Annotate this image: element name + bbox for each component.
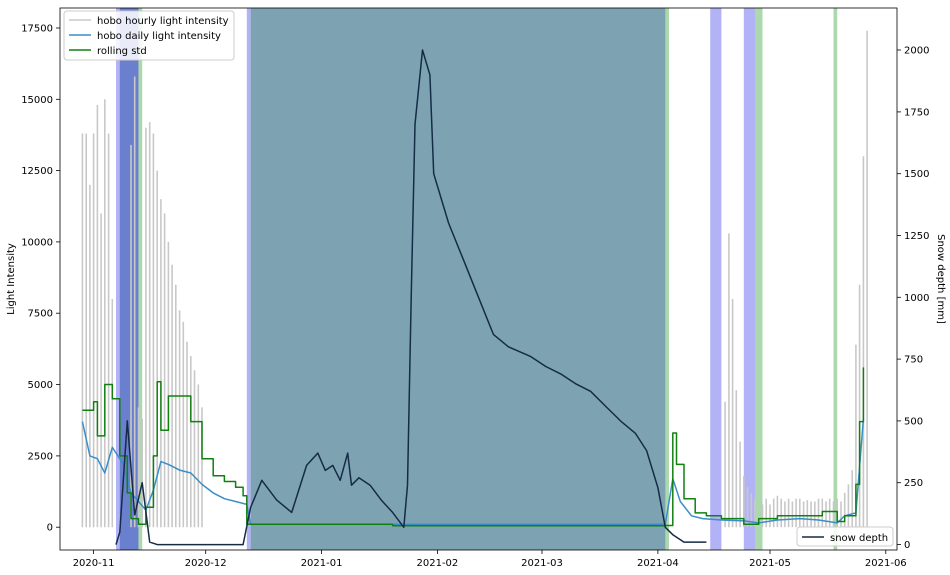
rolling-std-line	[82, 367, 865, 527]
legend-box	[63, 10, 235, 61]
left-tick-label: 7500	[28, 309, 53, 320]
left-tick-label: 12500	[21, 166, 53, 177]
right-y-axis: 0 250 500 750 1000 1250 1500 1750 2000	[897, 46, 929, 551]
x-tick-label: 2021-03	[521, 558, 563, 569]
right-tick-label: 500	[904, 416, 923, 427]
shaded-period-teal	[119, 8, 139, 550]
x-tick-label: 2021-04	[637, 558, 679, 569]
legend-lower-right: snow depth	[796, 526, 894, 547]
x-tick-label: 2020-12	[185, 558, 227, 569]
daily-light-line	[81, 418, 865, 526]
x-tick-label: 2021-05	[749, 558, 791, 569]
right-tick-label: 750	[904, 355, 923, 366]
snow-depth-line	[115, 49, 707, 546]
left-tick-label: 0	[47, 523, 53, 534]
right-tick-label: 250	[904, 478, 923, 489]
shaded-period-green	[755, 8, 763, 550]
x-tick-label: 2021-06	[865, 558, 907, 569]
left-tick-label: 10000	[21, 237, 53, 248]
hourly-light-series	[81, 30, 868, 528]
x-axis: 2020-11 2020-12 2021-01 2021-02 2021-03 2021-…	[73, 550, 907, 569]
legend-box-2	[796, 526, 894, 547]
shaded-period-green	[665, 8, 669, 550]
shaded-period-green	[833, 8, 838, 550]
right-tick-label: 1750	[904, 107, 929, 118]
right-axis-label: Snow depth [mm]	[935, 234, 946, 324]
left-axis-label: Light Intensity	[6, 243, 17, 315]
shaded-period-blue	[743, 8, 755, 550]
legend-daily-label: hobo daily light intensity	[97, 31, 221, 42]
right-tick-label: 1500	[904, 169, 929, 180]
x-tick-label: 2021-02	[417, 558, 459, 569]
right-tick-label: 1000	[904, 293, 929, 304]
shaded-period-blue	[246, 8, 251, 550]
shaded-period-blue	[710, 8, 722, 550]
line-series	[81, 49, 865, 546]
x-tick-label: 2021-01	[301, 558, 343, 569]
legend-hourly-label: hobo hourly light intensity	[97, 16, 229, 27]
legend-rolling-label: rolling std	[97, 46, 147, 57]
shaded-period-blue	[116, 8, 139, 550]
shaded-periods	[116, 8, 838, 550]
right-tick-label: 0	[904, 540, 910, 551]
left-y-axis: 0 2500 5000 7500 10000 12500 15000 17500	[21, 24, 60, 534]
right-tick-label: 1250	[904, 231, 929, 242]
right-tick-label: 2000	[904, 46, 929, 57]
shaded-period-green	[138, 8, 143, 550]
plot-frame	[59, 7, 898, 551]
legend-snow-label: snow depth	[830, 533, 888, 544]
legend-upper-left: hobo hourly light intensity hobo daily l…	[63, 10, 235, 61]
x-tick-label: 2020-11	[73, 558, 115, 569]
left-tick-label: 2500	[28, 451, 53, 462]
left-tick-label: 17500	[21, 24, 53, 35]
left-tick-label: 5000	[28, 380, 53, 391]
left-tick-label: 15000	[21, 95, 53, 106]
shaded-period-teal	[250, 8, 666, 550]
